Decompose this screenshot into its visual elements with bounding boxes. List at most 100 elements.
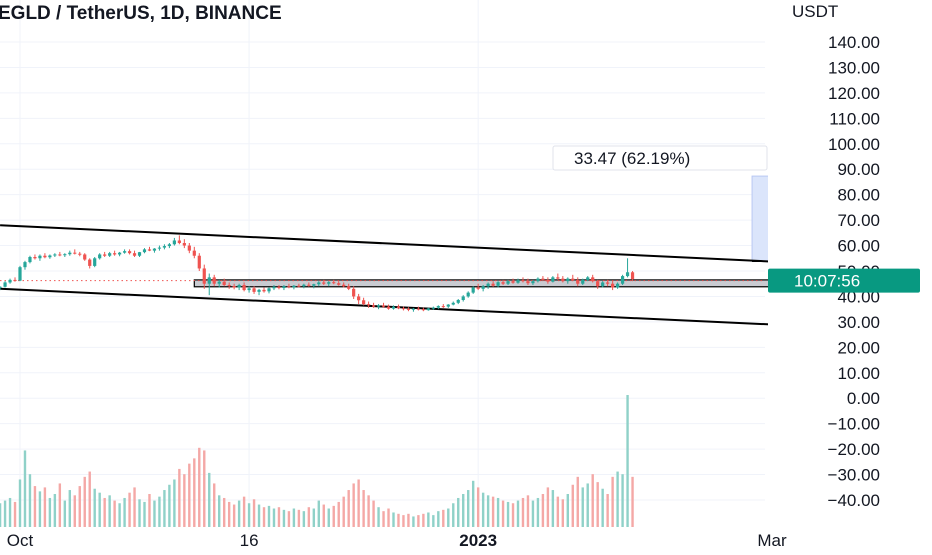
volume-bar (68, 490, 71, 527)
volume-bar (377, 507, 380, 527)
volume-bar (262, 507, 266, 527)
candle-body (591, 277, 595, 282)
candle-body (167, 244, 171, 247)
candle-body (416, 308, 420, 310)
candle-body (237, 284, 241, 288)
volume-bar (476, 487, 480, 527)
y-tick-label: 120.00 (828, 84, 880, 103)
volume-bar (0, 503, 2, 527)
volume-bar (143, 501, 146, 527)
volume-bar (491, 496, 495, 527)
y-tick-label: 130.00 (828, 58, 880, 77)
volume-bar (357, 479, 360, 527)
x-tick-label: 16 (240, 531, 259, 550)
volume-bar (103, 497, 106, 527)
volume-bar (531, 500, 535, 527)
candle-body (297, 285, 301, 287)
candle-body (13, 279, 17, 281)
candle-body (147, 249, 152, 251)
candle-body (561, 278, 565, 282)
volume-bar (153, 500, 156, 527)
candle-body (531, 281, 535, 284)
candle-body (541, 278, 545, 280)
volume-bar (586, 483, 589, 527)
candle-body (391, 306, 396, 309)
candle-body (277, 286, 281, 289)
volume-bar (163, 490, 166, 527)
y-tick-label: 110.00 (829, 109, 880, 128)
volume-bar (427, 512, 430, 527)
volume-bar (606, 494, 609, 527)
volume-bar (511, 503, 515, 527)
volume-bar (372, 500, 375, 527)
volume-bar (208, 472, 211, 527)
volume-bar (407, 513, 410, 527)
volume-bar (232, 504, 236, 527)
volume-bar (193, 458, 196, 527)
volume-bar (506, 501, 510, 527)
candle-body (8, 279, 12, 283)
y-tick-label: −40.00 (828, 491, 880, 510)
y-tick-label: 30.00 (837, 313, 880, 332)
y-tick-label: 60.00 (837, 237, 880, 256)
volume-bar (347, 490, 350, 527)
candle-body (451, 302, 455, 305)
volume-bar (78, 486, 81, 527)
candle-body (376, 305, 381, 307)
candle-body (501, 282, 505, 284)
volume-bar (48, 497, 52, 527)
candle-body (332, 282, 336, 284)
candle-body (262, 289, 266, 292)
volume-bar (521, 497, 525, 527)
channel-lower-line (0, 287, 892, 332)
candle-body (526, 281, 530, 284)
time-axis: Oct 16 2023 Mar (7, 531, 787, 550)
volume-bar (138, 499, 141, 527)
candle-body (511, 281, 515, 283)
volume-bar (292, 508, 296, 527)
candle-body (486, 283, 490, 287)
volume-bar (218, 495, 221, 527)
candle-body (0, 286, 2, 288)
volume-bar (367, 495, 370, 527)
candle-body (113, 253, 117, 255)
candle-body (491, 283, 495, 286)
candle-body (83, 254, 87, 260)
volume-bar (322, 504, 325, 527)
drawings: 33.47 (62.19%) (0, 145, 892, 332)
volume-bar (417, 515, 420, 527)
candle-body (456, 300, 460, 303)
candle-body (38, 255, 42, 259)
volume-bar (58, 483, 62, 527)
candle-body (28, 257, 32, 263)
volume-bar (252, 499, 256, 527)
volume-bar (576, 476, 579, 527)
volume-bar (566, 494, 569, 527)
candle-body (426, 308, 430, 311)
candle-body (506, 281, 510, 284)
volume-bar (481, 492, 485, 527)
volume-bar (546, 487, 550, 527)
y-tick-label: 140.00 (828, 33, 880, 52)
y-tick-label: 100.00 (828, 135, 880, 154)
candle-body (436, 306, 440, 308)
volume-bar (247, 503, 251, 527)
candle-body (347, 286, 351, 289)
volume-bar (38, 491, 42, 527)
candle-body (73, 252, 77, 254)
candle-body (620, 276, 625, 284)
volume-bar (452, 503, 455, 527)
volume-bar (43, 487, 47, 527)
y-tick-label: 20.00 (837, 338, 880, 357)
volume-bar (551, 490, 555, 527)
candle-body (307, 284, 311, 286)
volume-bar (282, 509, 286, 527)
y-tick-label: −10.00 (828, 415, 880, 434)
x-tick-label: 2023 (459, 531, 497, 550)
candle-body (616, 283, 620, 288)
volume-bar (307, 507, 311, 527)
candle-body (411, 308, 416, 310)
volume-bar (387, 508, 390, 527)
y-tick-label: 10.00 (837, 364, 880, 383)
volume-bar (23, 450, 27, 527)
